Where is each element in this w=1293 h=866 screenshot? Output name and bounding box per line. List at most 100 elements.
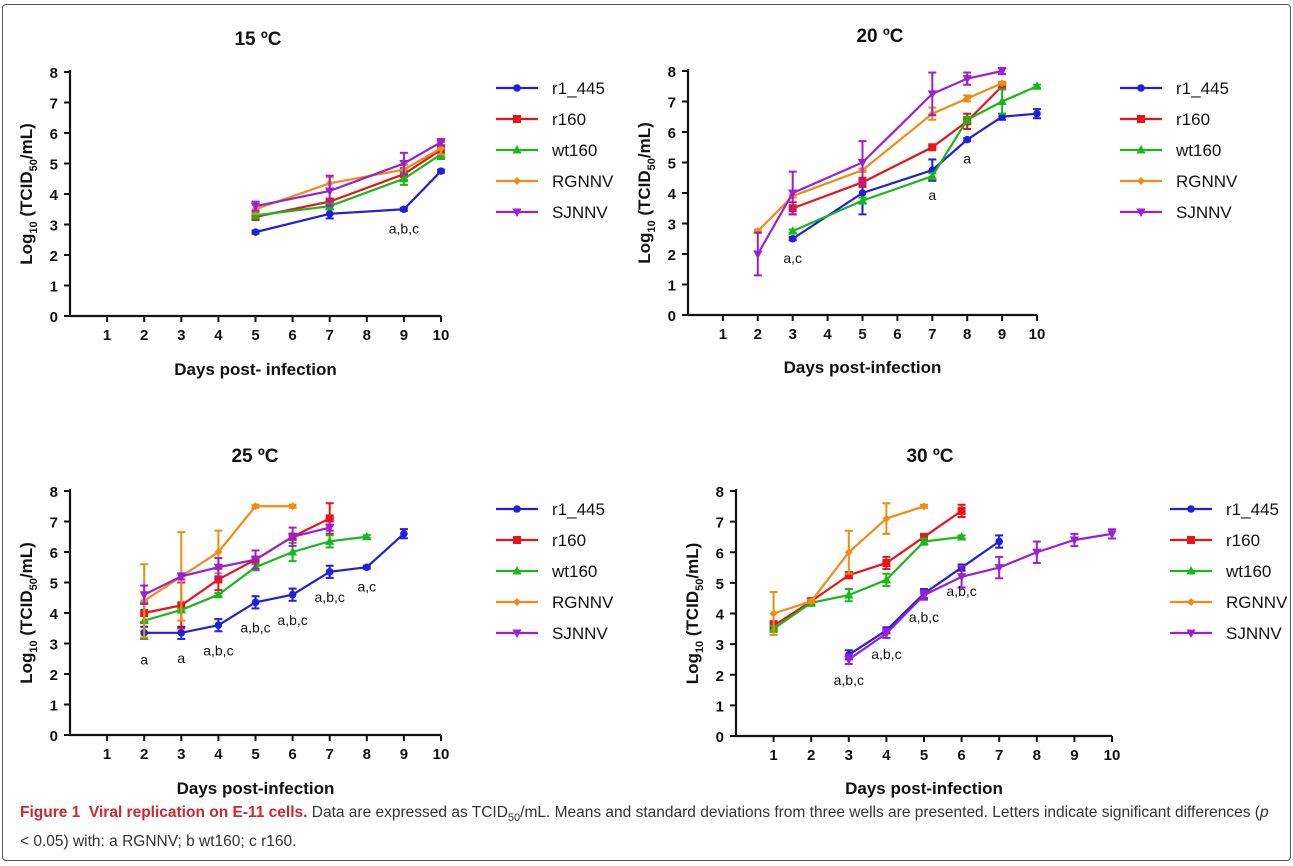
legend-label: r1_445 <box>552 500 605 519</box>
legend-item-RGNNV: RGNNV <box>1170 593 1288 612</box>
y-tick-label: 0 <box>50 728 58 745</box>
legend-label: SJNNV <box>1176 203 1232 222</box>
y-tick-label: 0 <box>668 308 676 325</box>
point-r1_445-p1-0 <box>788 234 797 243</box>
legend-item-r1_445: r1_445 <box>496 79 605 98</box>
point-RGNNV-p3-2 <box>844 548 853 557</box>
y-tick-label: 6 <box>716 545 724 562</box>
y-tick-label: 8 <box>50 484 58 501</box>
point-RGNNV-p2-3 <box>251 502 260 511</box>
series-r160 <box>140 502 334 630</box>
point-RGNNV-p3-3 <box>882 514 891 523</box>
legend-label: wt160 <box>1175 141 1221 160</box>
legend-item-wt160: wt160 <box>1120 141 1221 160</box>
line-r160 <box>792 85 1003 210</box>
legend-item-RGNNV: RGNNV <box>496 172 614 191</box>
point-wt160-p2-5 <box>325 536 335 545</box>
legend-label: SJNNV <box>552 203 608 222</box>
figure-caption: Figure 1 Viral replication on E-11 cells… <box>20 801 1278 854</box>
x-tick-label: 9 <box>400 746 408 763</box>
legend-item-wt160: wt160 <box>1170 562 1271 581</box>
point-r1_445-p2-2 <box>214 621 223 629</box>
point-SJNNV-p2-4 <box>288 533 298 542</box>
point-r160-p2-5 <box>325 514 334 523</box>
x-tick-label: 4 <box>882 747 891 764</box>
point-SJNNV-p3-5 <box>1032 548 1042 558</box>
legend-label: RGNNV <box>552 593 614 612</box>
chart-title: 20 ºC <box>856 26 903 47</box>
point-r1_445-p1-1 <box>858 189 867 197</box>
series-r1_445 <box>140 528 408 640</box>
point-wt160-p1-4 <box>997 96 1007 105</box>
point-wt160-p1-3 <box>962 114 972 124</box>
point-RGNNV-p2-4 <box>288 502 297 511</box>
point-r1_445-p0-3 <box>437 167 445 175</box>
point-RGNNV-p2-legend <box>513 598 521 606</box>
line-r160 <box>255 148 442 218</box>
x-tick-label: 1 <box>103 746 111 763</box>
point-r160-p1-legend <box>1137 115 1145 123</box>
x-axis-label: Days post- infection <box>174 360 336 379</box>
y-tick-label: 0 <box>50 309 58 326</box>
chart-panel-2: 25 ºC 0 1 2 3 4 5 6 7 8 1 2 3 4 5 6 7 8 9 10 Days post-infec… <box>17 446 614 798</box>
series-SJNNV <box>139 523 335 605</box>
legend-label: wt160 <box>551 141 597 160</box>
x-tick-label: 5 <box>251 746 259 763</box>
point-r1_445-p2-6 <box>363 563 371 572</box>
point-r1_445-p2-4 <box>288 590 297 599</box>
y-tick-label: 2 <box>50 667 58 684</box>
legend-label: SJNNV <box>1226 624 1282 643</box>
x-tick-label: 5 <box>858 326 866 343</box>
significance-annotation: a,b,c <box>277 612 307 628</box>
caption-text-3: < 0.05) with: a RGNNV; b wt160; c r160. <box>20 833 297 851</box>
point-RGNNV-p1-4 <box>963 94 972 103</box>
point-r1_445-p2-7 <box>400 529 408 538</box>
x-tick-label: 8 <box>363 746 371 763</box>
point-RGNNV-p0-3 <box>437 144 445 153</box>
x-tick-label: 1 <box>103 327 111 344</box>
legend-item-r1_445: r1_445 <box>1120 79 1229 98</box>
point-SJNNV-p3-0 <box>844 655 854 665</box>
point-SJNNV-p3-4 <box>994 564 1004 573</box>
point-RGNNV-p0-legend <box>513 177 521 185</box>
legend-label: r160 <box>1226 531 1260 550</box>
point-wt160-p1-2 <box>927 171 937 180</box>
figure-frame <box>2 4 1291 861</box>
y-tick-label: 1 <box>668 278 676 295</box>
significance-annotation: a,b,c <box>203 642 233 658</box>
x-axis-label: Days post-infection <box>177 779 335 798</box>
legend-item-RGNNV: RGNNV <box>496 593 614 612</box>
point-SJNNV-p1-0 <box>753 250 763 259</box>
legend-item-wt160: wt160 <box>496 562 597 581</box>
x-tick-label: 6 <box>893 326 901 343</box>
y-tick-label: 2 <box>716 668 724 685</box>
point-r1_445-p1-legend <box>1137 84 1145 92</box>
point-SJNNV-p3-1 <box>881 629 891 639</box>
y-tick-label: 6 <box>50 126 58 143</box>
point-wt160-p3-2 <box>844 590 854 599</box>
x-tick-label: 4 <box>823 326 832 343</box>
point-SJNNV-p0-1 <box>325 187 335 196</box>
legend-item-SJNNV: SJNNV <box>1120 203 1232 222</box>
legend-label: RGNNV <box>1176 172 1238 191</box>
x-tick-label: 3 <box>177 746 185 763</box>
y-tick-label: 4 <box>50 606 59 623</box>
chart-title: 30 ºC <box>906 446 953 467</box>
point-r1_445-p1-5 <box>1033 109 1041 118</box>
caption-figure-number: Figure 1 <box>20 804 81 821</box>
x-tick-label: 10 <box>1104 747 1121 764</box>
y-tick-label: 0 <box>716 729 724 746</box>
legend-label: r160 <box>1176 110 1210 129</box>
legend-label: RGNNV <box>552 172 614 191</box>
point-r160-p3-3 <box>882 558 891 567</box>
point-SJNNV-p2-3 <box>250 556 261 565</box>
point-r160-p3-5 <box>957 506 966 515</box>
point-wt160-p3-4 <box>919 536 929 546</box>
point-wt160-p0-2 <box>399 173 409 183</box>
y-tick-label: 1 <box>716 698 724 715</box>
y-tick-label: 7 <box>50 96 58 113</box>
y-tick-label: 4 <box>716 607 725 624</box>
x-tick-label: 10 <box>1029 326 1046 343</box>
point-RGNNV-p3-4 <box>920 502 928 511</box>
significance-annotation: a <box>177 650 185 666</box>
